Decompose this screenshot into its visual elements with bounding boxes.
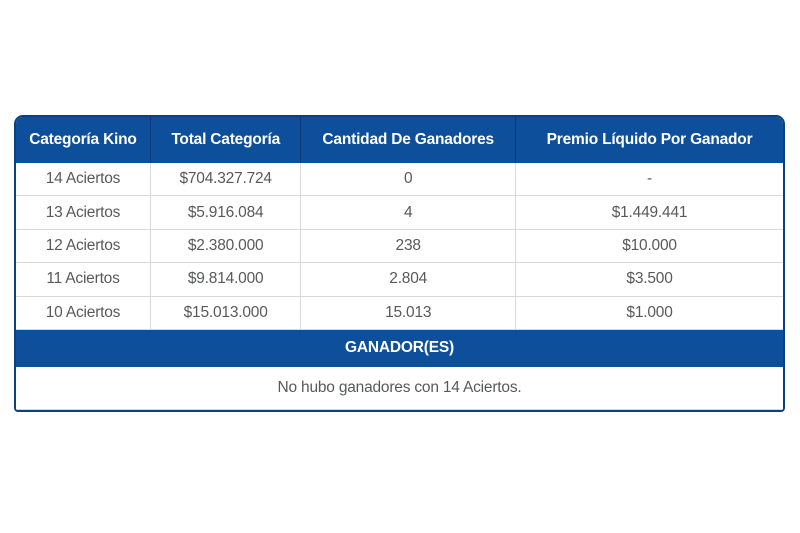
table-row-11-aciertos: 11 Aciertos $9.814.000 2.804 $3.500 (16, 263, 783, 297)
table-header-row: Categoría Kino Total Categoría Cantidad … (16, 117, 783, 163)
cell-categoria: 10 Aciertos (16, 296, 151, 329)
cell-premio: $1.449.441 (611, 203, 688, 221)
cell-total: $9.814.000 (151, 263, 302, 296)
cell-total: $704.327.724 (151, 163, 302, 196)
cell-premio: $3.500 (626, 270, 673, 288)
column-header-cantidad-ganadores: Cantidad De Ganadores (301, 117, 517, 163)
cell-categoria: 11 Aciertos (16, 263, 151, 296)
cell-total: $15.013.000 (151, 296, 302, 329)
table-row-14-aciertos: 14 Aciertos $704.327.724 0 - (16, 163, 783, 197)
cell-premio: $10.000 (622, 236, 677, 254)
cell-ganadores: 15.013 (301, 296, 517, 329)
table-row-13-aciertos: 13 Aciertos $5.916.084 4 $1.449.441 (16, 196, 783, 230)
winners-band-header: GANADOR(ES) (16, 329, 783, 367)
cell-ganadores: 4 (301, 196, 517, 229)
column-header-premio-liquido: Premio Líquido Por Ganador (546, 131, 753, 148)
kino-prize-table: Categoría Kino Total Categoría Cantidad … (14, 115, 785, 412)
column-header-total-categoria: Total Categoría (151, 117, 302, 163)
cell-ganadores: 2.804 (301, 263, 517, 296)
column-header-categoria-kino: Categoría Kino (16, 117, 151, 163)
cell-premio: $1.000 (626, 303, 673, 321)
cell-premio: - (647, 170, 652, 188)
cell-categoria: 13 Aciertos (16, 196, 151, 229)
cell-categoria: 12 Aciertos (16, 229, 151, 263)
cell-ganadores: 0 (301, 163, 517, 196)
cell-total: $5.916.084 (151, 196, 302, 229)
table-row-12-aciertos: 12 Aciertos $2.380.000 238 $10.000 (16, 229, 783, 264)
cell-total: $2.380.000 (151, 229, 302, 263)
cell-ganadores: 238 (301, 229, 517, 263)
table-row-10-aciertos: 10 Aciertos $15.013.000 15.013 $1.000 (16, 296, 783, 330)
cell-categoria: 14 Aciertos (16, 163, 151, 196)
winners-note: No hubo ganadores con 14 Aciertos. (16, 366, 783, 410)
